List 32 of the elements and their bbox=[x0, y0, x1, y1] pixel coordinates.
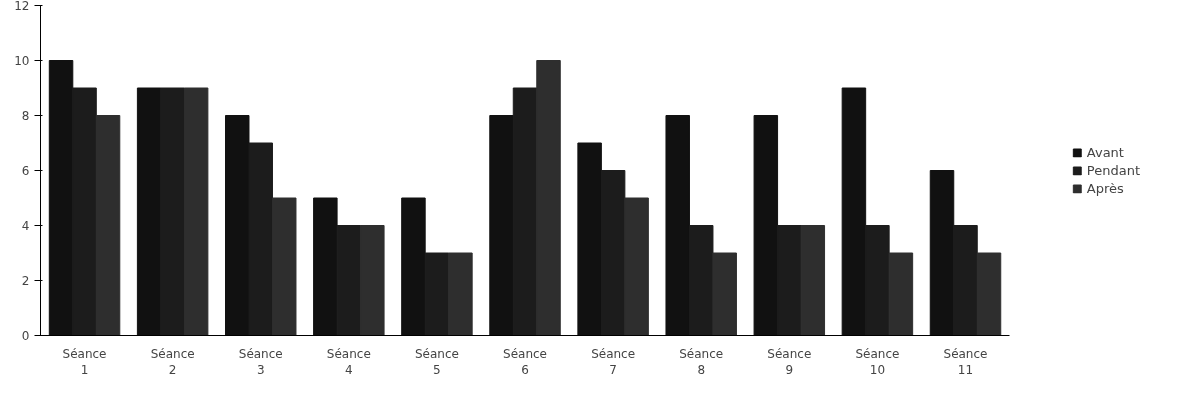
x-tick-label: Séance 8 bbox=[679, 346, 724, 378]
bar bbox=[624, 197, 649, 336]
y-tick-label: 4 bbox=[21, 219, 30, 233]
x-tick-label: Séance 7 bbox=[591, 346, 636, 378]
x-tick-label: Séance 5 bbox=[414, 346, 459, 378]
y-tick-label: 2 bbox=[21, 274, 30, 288]
bar bbox=[271, 197, 297, 336]
legend-label: Avant bbox=[1086, 144, 1124, 160]
legend-label: Pendant bbox=[1086, 162, 1140, 178]
bar bbox=[712, 252, 737, 336]
bar bbox=[976, 252, 1002, 336]
x-tick-label: Séance 9 bbox=[767, 346, 812, 378]
bar bbox=[95, 115, 121, 336]
bar bbox=[448, 252, 473, 336]
x-tick-label: Séance 3 bbox=[238, 346, 283, 378]
bar bbox=[360, 225, 385, 336]
y-tick-label: 8 bbox=[21, 109, 30, 123]
legend-label: Après bbox=[1086, 180, 1124, 196]
bar bbox=[183, 87, 209, 336]
y-tick-label: 6 bbox=[21, 164, 30, 178]
x-tick-label: Séance 2 bbox=[150, 346, 195, 378]
x-tick-label: Séance 6 bbox=[503, 346, 548, 378]
y-tick-label: 0 bbox=[21, 329, 30, 343]
x-tick-label: Séance 4 bbox=[326, 346, 371, 378]
x-tick-label: Séance 11 bbox=[943, 346, 988, 378]
y-tick-label: 12 bbox=[14, 0, 30, 13]
bar bbox=[536, 60, 561, 336]
x-tick-label: Séance 1 bbox=[62, 346, 107, 378]
x-tick-label: Séance 10 bbox=[855, 346, 900, 378]
bar bbox=[888, 252, 914, 336]
y-tick-label: 10 bbox=[14, 54, 30, 68]
bar bbox=[800, 225, 826, 336]
